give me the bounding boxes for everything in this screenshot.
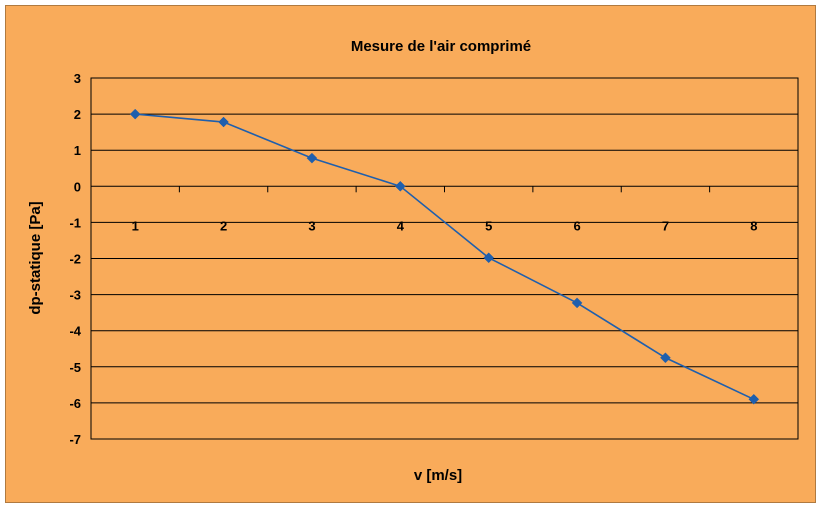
x-tick-label: 1 [132,218,139,233]
line-chart: Mesure de l'air comprimé 3 2 1 0 -1 -2 -3 -4 -5 -… [27,38,799,484]
y-tick-label: -3 [69,288,81,303]
chart-area: Mesure de l'air comprimé 3 2 1 0 -1 -2 -3 -4 -5 -… [5,5,816,503]
y-axis-label: dp-statique [Pa] [27,201,44,314]
x-tick-label: 8 [750,218,757,233]
data-point [483,252,495,264]
y-tick-label: -2 [69,252,81,267]
x-tick-label: 3 [308,218,315,233]
x-axis-ticks [90,186,799,193]
chart-title: Mesure de l'air comprimé [351,38,531,55]
x-tick-label: 6 [573,218,580,233]
data-point [660,352,671,364]
y-tick-label: -6 [69,396,81,411]
series-line [135,113,755,401]
y-tick-label: 0 [74,179,81,194]
data-point [748,393,760,405]
x-tick-label: 4 [397,218,405,233]
data-point [394,180,406,192]
x-tick-label: 5 [485,218,492,233]
data-point [129,108,141,120]
y-tick-label: 1 [74,143,81,158]
x-tick-label: 7 [662,218,669,233]
data-point [218,116,229,128]
y-tick-label: -1 [69,215,81,230]
y-tick-label: 3 [74,71,81,86]
x-axis-label: v [m/s] [414,467,462,484]
data-series [129,108,760,405]
gridlines [90,77,799,440]
y-tick-label: 2 [74,107,81,122]
data-point [571,297,583,309]
y-tick-label: -5 [69,360,81,375]
plot-border [90,77,799,440]
x-tick-labels: 1 2 3 4 5 6 7 8 [132,218,758,233]
x-tick-label: 2 [220,218,227,233]
y-tick-labels: 3 2 1 0 -1 -2 -3 -4 -5 -6 -7 [69,71,81,447]
y-tick-label: -4 [69,324,81,339]
data-point [306,152,318,164]
y-tick-label: -7 [69,432,81,447]
